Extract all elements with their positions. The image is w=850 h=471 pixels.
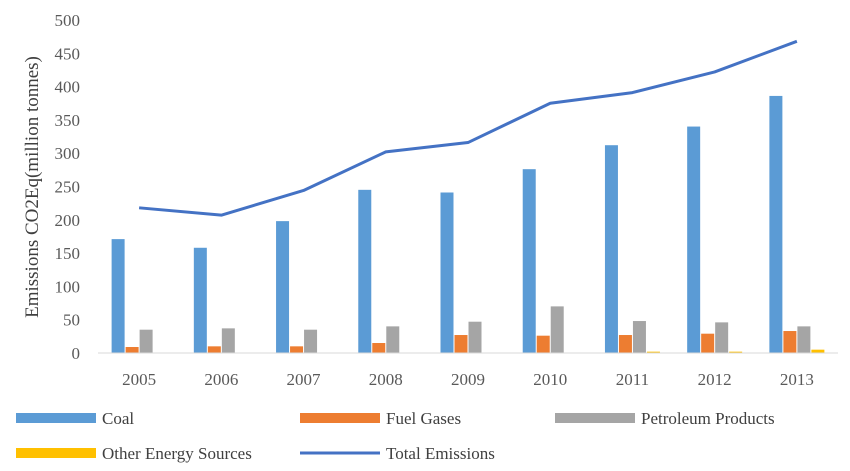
x-tick-label: 2013: [780, 370, 814, 389]
y-tick-label: 0: [72, 344, 81, 363]
bar-petroleum-products: [550, 306, 564, 353]
bar-petroleum-products: [221, 328, 235, 353]
bar-petroleum-products: [468, 321, 482, 353]
bar-fuel-gases: [207, 346, 221, 353]
x-tick-label: 2008: [369, 370, 403, 389]
bar-marks: [111, 95, 825, 354]
legend-swatch-petroleum-products: [555, 413, 635, 423]
legend-label-total-emissions: Total Emissions: [386, 444, 495, 463]
x-tick-label: 2006: [204, 370, 238, 389]
y-tick-label: 200: [55, 211, 81, 230]
bar-coal: [687, 126, 701, 353]
legend-label-fuel-gases: Fuel Gases: [386, 409, 461, 428]
line-marks: [138, 39, 798, 217]
x-axis-ticks: 2005 2006 2007 2008 2009 2010 2011 2012 2013: [122, 370, 814, 389]
y-tick-label: 500: [55, 11, 81, 30]
bar-coal: [358, 189, 372, 353]
bar-coal: [193, 247, 207, 353]
bar-coal: [276, 221, 290, 353]
y-tick-label: 300: [55, 144, 81, 163]
bar-fuel-gases: [290, 346, 304, 353]
bar-fuel-gases: [454, 335, 468, 353]
y-tick-label: 150: [55, 244, 81, 263]
y-tick-label: 50: [63, 311, 80, 330]
bar-coal: [111, 239, 125, 353]
bar-fuel-gases: [372, 343, 386, 353]
legend-swatch-other-energy-sources: [16, 448, 96, 458]
y-tick-label: 350: [55, 111, 81, 130]
x-tick-label: 2007: [287, 370, 322, 389]
bar-other-energy-sources: [729, 351, 743, 353]
bar-coal: [522, 169, 536, 353]
x-tick-label: 2010: [533, 370, 567, 389]
bar-petroleum-products: [386, 326, 400, 353]
bar-fuel-gases: [125, 347, 139, 353]
line-total-emissions: [138, 39, 798, 217]
bar-coal: [440, 192, 454, 353]
bar-petroleum-products: [797, 326, 811, 353]
y-axis-label: Emissions CO2Eq(million tonnes): [22, 56, 43, 318]
bar-coal: [604, 145, 618, 353]
x-tick-label: 2009: [451, 370, 485, 389]
bar-fuel-gases: [536, 335, 550, 353]
legend: Coal Fuel Gases Petroleum Products Other En…: [16, 409, 775, 463]
y-tick-label: 100: [55, 277, 81, 296]
bar-petroleum-products: [632, 321, 646, 353]
bar-fuel-gases: [618, 335, 632, 353]
bar-other-energy-sources: [811, 349, 825, 353]
legend-label-petroleum-products: Petroleum Products: [641, 409, 775, 428]
bar-petroleum-products: [715, 322, 729, 353]
legend-swatch-fuel-gases: [300, 413, 380, 423]
bar-petroleum-products: [139, 329, 153, 353]
x-tick-label: 2012: [698, 370, 732, 389]
x-tick-label: 2011: [616, 370, 649, 389]
y-tick-label: 400: [55, 78, 81, 97]
bar-fuel-gases: [783, 331, 797, 353]
y-axis-ticks: 0 50 100 150 200 250 300 350 400 450 500: [55, 11, 81, 363]
legend-label-coal: Coal: [102, 409, 134, 428]
legend-label-other-energy-sources: Other Energy Sources: [102, 444, 252, 463]
legend-swatch-coal: [16, 413, 96, 423]
y-tick-label: 250: [55, 178, 81, 197]
bar-petroleum-products: [304, 329, 318, 353]
bar-coal: [769, 95, 783, 353]
y-tick-label: 450: [55, 44, 81, 63]
bar-other-energy-sources: [646, 351, 660, 353]
bar-fuel-gases: [701, 333, 715, 353]
x-tick-label: 2005: [122, 370, 156, 389]
